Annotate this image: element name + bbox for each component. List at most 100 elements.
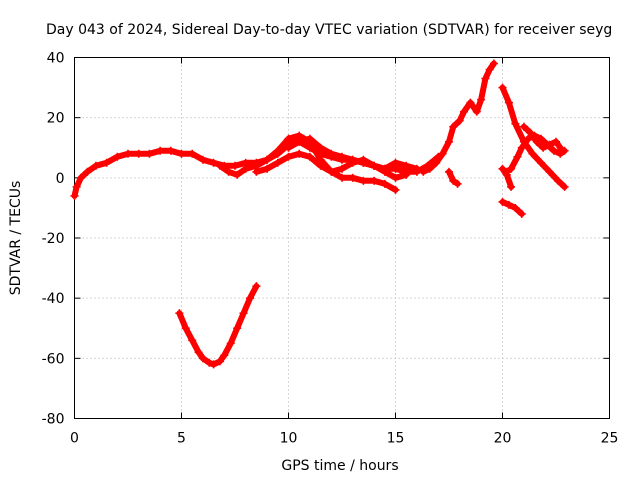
data-point <box>181 324 190 333</box>
data-point <box>445 137 453 146</box>
tick-layer <box>74 57 610 419</box>
data-point <box>273 158 282 167</box>
data-point <box>391 185 400 194</box>
data-point <box>72 182 81 191</box>
data-point <box>477 95 486 104</box>
data-point <box>316 161 325 170</box>
data-point <box>233 324 242 333</box>
data-point <box>532 137 541 146</box>
data-point <box>445 167 453 176</box>
data-point <box>188 336 197 345</box>
data-point <box>528 149 537 158</box>
data-point <box>511 119 520 128</box>
data-point <box>391 173 400 182</box>
data-point <box>263 164 272 173</box>
data-point <box>233 170 242 179</box>
y-tick-label: 0 <box>56 171 65 187</box>
data-point <box>549 146 558 155</box>
data-point <box>175 309 184 318</box>
data-point <box>338 173 346 182</box>
data-point <box>432 158 441 167</box>
data-point <box>459 107 468 116</box>
data-point <box>220 351 229 360</box>
data-point <box>305 134 314 143</box>
data-point <box>519 137 528 146</box>
x-tick-label: 0 <box>70 431 79 447</box>
data-point <box>102 158 111 167</box>
x-tick-label: 15 <box>387 431 405 447</box>
data-point <box>209 360 218 369</box>
data-point <box>338 164 346 173</box>
data-point <box>412 164 421 173</box>
data-point <box>560 182 569 191</box>
data-point <box>295 137 304 146</box>
data-point <box>209 158 218 167</box>
data-point <box>498 197 507 206</box>
data-point <box>359 158 368 167</box>
data-point <box>252 167 261 176</box>
data-point <box>370 161 379 170</box>
y-tick-label: -60 <box>42 351 65 367</box>
grid-layer <box>74 57 610 419</box>
data-point <box>359 176 368 185</box>
data-point <box>245 294 254 303</box>
data-point <box>380 179 389 188</box>
data-point <box>327 167 336 176</box>
data-point <box>455 116 464 125</box>
data-point <box>198 155 207 164</box>
data-point <box>449 122 458 131</box>
data-point <box>526 128 535 137</box>
data-point <box>70 191 79 200</box>
data-point <box>370 176 379 185</box>
data-point <box>327 149 336 158</box>
data-point <box>216 357 225 366</box>
data-point <box>507 182 516 191</box>
data-point <box>316 143 325 152</box>
data-point <box>113 152 122 161</box>
data-point <box>284 152 293 161</box>
data-point <box>530 131 539 140</box>
x-tick-label: 25 <box>601 431 619 447</box>
y-tick-labels: -80 -60 -40 -20 0 20 40 <box>42 51 65 428</box>
data-point <box>554 176 563 185</box>
y-tick-label: 40 <box>47 51 65 67</box>
data-point <box>295 149 304 158</box>
data-point <box>284 143 293 152</box>
data-point <box>338 152 346 161</box>
data-point <box>348 155 357 164</box>
x-tick-labels: 0 5 10 15 20 25 <box>70 431 618 447</box>
data-point <box>485 65 494 74</box>
data-point <box>511 203 520 212</box>
data-point <box>239 309 248 318</box>
data-point <box>380 164 389 173</box>
data-point <box>481 74 490 83</box>
data-point <box>188 149 197 158</box>
data-point <box>539 143 548 152</box>
data-point <box>348 173 357 182</box>
data-point <box>466 98 475 107</box>
data-point <box>537 134 546 143</box>
data-point <box>507 164 516 173</box>
data-point <box>166 146 175 155</box>
y-tick-label: -80 <box>42 412 65 428</box>
data-point <box>504 200 513 209</box>
data-point <box>252 282 261 291</box>
data-point <box>83 167 92 176</box>
series-post-20-neg <box>499 198 525 217</box>
data-point <box>517 209 526 218</box>
data-point <box>273 146 282 155</box>
data-point <box>263 155 272 164</box>
data-point <box>524 134 533 143</box>
data-point <box>156 146 165 155</box>
data-point <box>513 152 522 161</box>
data-point <box>226 339 235 348</box>
y-tick-label: -20 <box>42 231 65 247</box>
data-point <box>449 176 458 185</box>
data-point <box>552 137 560 146</box>
trace-layer <box>71 60 568 368</box>
data-point <box>391 158 400 167</box>
data-point <box>205 358 214 367</box>
series-dip-arc <box>176 283 260 368</box>
data-point <box>558 146 567 155</box>
